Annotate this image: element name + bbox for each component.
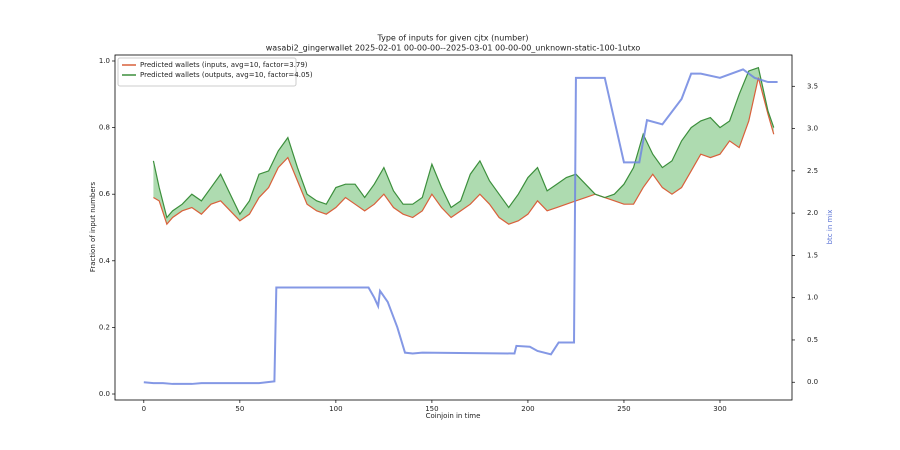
- y2-tick-label: 1.0: [807, 294, 818, 302]
- x-tick-label: 250: [617, 405, 630, 413]
- x-tick-label: 50: [235, 405, 244, 413]
- legend-box: [117, 57, 297, 87]
- y-tick-label: 0.8: [99, 124, 110, 132]
- x-tick-label: 0: [142, 405, 146, 413]
- x-axis-label: Coinjoin in time: [426, 412, 481, 420]
- x-tick-label: 300: [713, 405, 726, 413]
- y2-tick-label: 3.5: [807, 82, 818, 90]
- y-tick-label: 0.2: [99, 323, 110, 331]
- y2-tick-label: 1.5: [807, 251, 818, 259]
- y2-tick-label: 2.0: [807, 209, 818, 217]
- x-tick-label: 200: [521, 405, 534, 413]
- chart-title: Type of inputs for given cjtx (number): [376, 34, 528, 43]
- y-tick-label: 1.0: [99, 57, 110, 65]
- x-tick-label: 150: [425, 405, 438, 413]
- plot-frame: [114, 54, 793, 401]
- chart-subtitle: wasabi2_gingerwallet 2025-02-01 00-00-00…: [266, 44, 641, 53]
- series-line: [143, 68, 778, 385]
- y-axis-label: Fraction of input numbers: [89, 181, 97, 272]
- x-tick-label: 100: [329, 405, 342, 413]
- y2-tick-label: 2.5: [807, 167, 818, 175]
- legend-label: Predicted wallets (outputs, avg=10, fact…: [140, 71, 313, 79]
- y2-tick-label: 0.0: [807, 378, 818, 386]
- series-line: [153, 77, 775, 226]
- y-tick-label: 0.6: [99, 190, 111, 198]
- y2-tick-label: 0.5: [807, 336, 818, 344]
- legend-label: Predicted wallets (inputs, avg=10, facto…: [140, 61, 308, 69]
- series-line: [152, 66, 775, 219]
- fill-between: [153, 67, 774, 225]
- y2-axis-label: btc in mix: [826, 210, 834, 245]
- y2-tick-label: 3.0: [807, 125, 818, 133]
- y-tick-label: 0.4: [99, 257, 111, 265]
- y-tick-label: 0.0: [99, 390, 110, 398]
